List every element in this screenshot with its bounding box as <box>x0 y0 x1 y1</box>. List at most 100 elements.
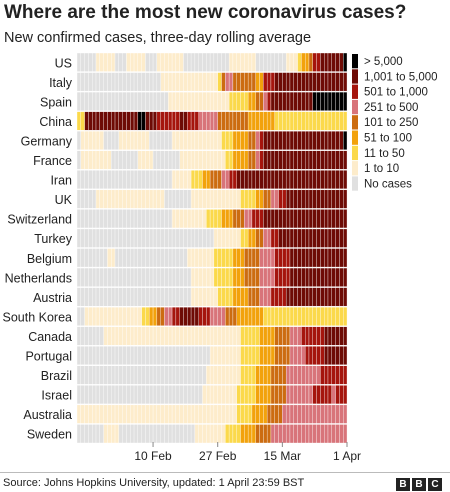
heatmap-cell <box>221 189 226 209</box>
heatmap-cell <box>213 150 218 170</box>
heatmap-cell <box>183 346 188 365</box>
heatmap-cell <box>175 385 180 405</box>
heatmap-cell <box>240 209 245 229</box>
heatmap-cell <box>297 287 302 307</box>
heatmap-cell <box>339 111 344 131</box>
heatmap-cell <box>175 131 180 150</box>
heatmap-cell <box>232 365 237 385</box>
row-sweden: Sweden <box>27 424 348 444</box>
heatmap-cell <box>190 91 196 111</box>
heatmap-cell <box>114 267 120 287</box>
heatmap-cell <box>92 267 97 287</box>
heatmap-cell <box>221 306 226 326</box>
heatmap-cell <box>232 209 237 229</box>
heatmap-cell <box>152 189 158 209</box>
heatmap-cell <box>285 267 291 287</box>
heatmap-cell <box>111 228 116 248</box>
heatmap-cell <box>236 150 241 170</box>
heatmap-cell <box>244 170 249 190</box>
heatmap-cell <box>130 404 135 424</box>
heatmap-cell <box>183 365 188 385</box>
heatmap-cell <box>240 228 245 248</box>
heatmap-cell <box>263 326 268 346</box>
heatmap-cell <box>312 346 317 365</box>
heatmap-cell <box>266 170 272 190</box>
heatmap-cell <box>206 248 211 268</box>
heatmap-cell <box>183 287 188 307</box>
heatmap-cell <box>194 150 199 170</box>
heatmap-cell <box>133 346 139 365</box>
heatmap-cell <box>312 52 317 72</box>
heatmap-cell <box>103 326 108 346</box>
heatmap-cell <box>343 52 348 72</box>
heatmap-cell <box>76 287 81 307</box>
heatmap-cell <box>114 424 120 444</box>
heatmap-cell <box>202 248 207 268</box>
heatmap-cell <box>339 326 344 346</box>
heatmap-cell <box>202 52 207 72</box>
heatmap-cell <box>164 385 169 405</box>
heatmap-cell <box>130 170 135 190</box>
heatmap-cell <box>228 150 234 170</box>
heatmap-cell <box>190 346 196 365</box>
heatmap-cell <box>240 267 245 287</box>
heatmap-cell <box>92 91 97 111</box>
heatmap-cell <box>217 189 222 209</box>
heatmap-cell <box>263 91 268 111</box>
heatmap-cell <box>320 404 325 424</box>
heatmap-cell <box>168 209 173 229</box>
heatmap-cell <box>141 91 146 111</box>
heatmap-cell <box>164 326 169 346</box>
heatmap-cell <box>259 52 264 72</box>
heatmap-cell <box>221 228 226 248</box>
heatmap-cell <box>114 111 120 131</box>
heatmap-cell <box>76 150 81 170</box>
heatmap-cell <box>160 131 165 150</box>
heatmap-cell <box>137 52 142 72</box>
row-label: Brazil <box>41 369 72 383</box>
heatmap-cell <box>168 52 173 72</box>
heatmap-cell <box>270 52 275 72</box>
heatmap-cell <box>149 111 154 131</box>
heatmap-cell <box>251 346 256 365</box>
heatmap-cell <box>289 404 294 424</box>
heatmap-cell <box>84 170 89 190</box>
heatmap-cell <box>312 170 317 190</box>
heatmap-cell <box>111 52 116 72</box>
heatmap-cell <box>247 209 253 229</box>
heatmap-cell <box>244 326 249 346</box>
heatmap-cell <box>190 111 196 131</box>
heatmap-cell <box>263 248 268 268</box>
heatmap-cell <box>221 111 226 131</box>
heatmap-cell <box>316 111 321 131</box>
heatmap-cell <box>152 385 158 405</box>
heatmap-cell <box>240 72 245 92</box>
heatmap-cell <box>289 326 294 346</box>
heatmap-cell <box>339 72 344 92</box>
row-label: Italy <box>49 76 73 90</box>
heatmap-cell <box>266 267 272 287</box>
heatmap-cell <box>133 404 139 424</box>
heatmap-cell <box>282 267 287 287</box>
heatmap-cell <box>289 365 294 385</box>
heatmap-cell <box>266 189 272 209</box>
heatmap-cell <box>164 228 169 248</box>
row-belgium: Belgium <box>27 248 348 268</box>
heatmap-cell <box>114 209 120 229</box>
heatmap-cell <box>335 91 340 111</box>
heatmap-cell <box>304 170 310 190</box>
heatmap-cell <box>194 91 199 111</box>
heatmap-cell <box>137 267 142 287</box>
heatmap-cell <box>95 287 101 307</box>
heatmap-cell <box>293 287 298 307</box>
heatmap-cell <box>251 170 256 190</box>
heatmap-cell <box>107 189 112 209</box>
heatmap-cell <box>278 52 283 72</box>
heatmap-cell <box>293 306 298 326</box>
heatmap-cell <box>156 209 161 229</box>
heatmap-cell <box>171 248 177 268</box>
heatmap-cell <box>168 267 173 287</box>
heatmap-cell <box>145 424 150 444</box>
heatmap-cell <box>156 346 161 365</box>
heatmap-cell <box>198 72 203 92</box>
